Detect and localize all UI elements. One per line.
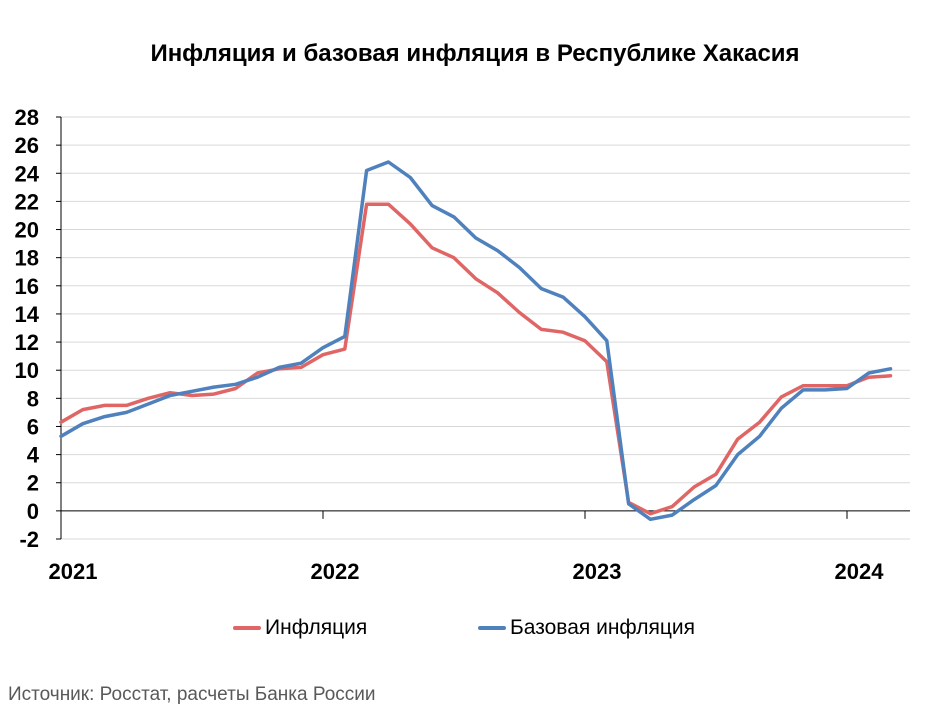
legend: Инфляция Базовая инфляция (0, 616, 950, 644)
x-tick-label: 2024 (835, 559, 885, 584)
y-tick-label: 22 (15, 189, 39, 214)
legend-swatch-inflation (233, 626, 261, 630)
x-tick-labels: 2021 2022 2023 2024 (49, 510, 885, 584)
axes (60, 117, 910, 539)
y-tick-label: 4 (27, 443, 40, 468)
y-tick-label: 16 (15, 274, 39, 299)
gridlines (61, 116, 910, 540)
y-tick-label: 28 (15, 105, 39, 130)
x-tick-label: 2022 (311, 559, 360, 584)
chart-title: Инфляция и базовая инфляция в Республике… (150, 40, 800, 67)
y-tick-label: 20 (15, 218, 39, 243)
y-tick-label: 12 (15, 330, 39, 355)
y-tick-label: 10 (15, 358, 39, 383)
y-tick-label: 24 (15, 161, 40, 186)
series-lines (59, 160, 893, 522)
legend-item-inflation: Инфляция (233, 616, 367, 640)
legend-item-core-inflation: Базовая инфляция (478, 616, 695, 640)
series-line-inflation (59, 202, 893, 516)
y-tick-label: 6 (27, 414, 39, 439)
y-tick-label: 26 (15, 133, 39, 158)
legend-label-core-inflation: Базовая инфляция (510, 616, 696, 639)
legend-label-inflation: Инфляция (265, 616, 368, 639)
y-tick-label: 18 (15, 246, 39, 271)
x-tick-label: 2021 (49, 559, 98, 584)
y-tick-label: 14 (15, 302, 40, 327)
x-tick-label: 2023 (573, 559, 622, 584)
source-note: Источник: Росстат, расчеты Банка России (8, 684, 376, 705)
y-tick-label: -2 (19, 527, 39, 552)
legend-swatch-core-inflation (478, 626, 506, 630)
y-tick-label: 8 (27, 386, 39, 411)
series-line-core-inflation (59, 160, 893, 522)
y-tick-label: 2 (27, 471, 39, 496)
y-tick-label: 0 (27, 499, 39, 524)
